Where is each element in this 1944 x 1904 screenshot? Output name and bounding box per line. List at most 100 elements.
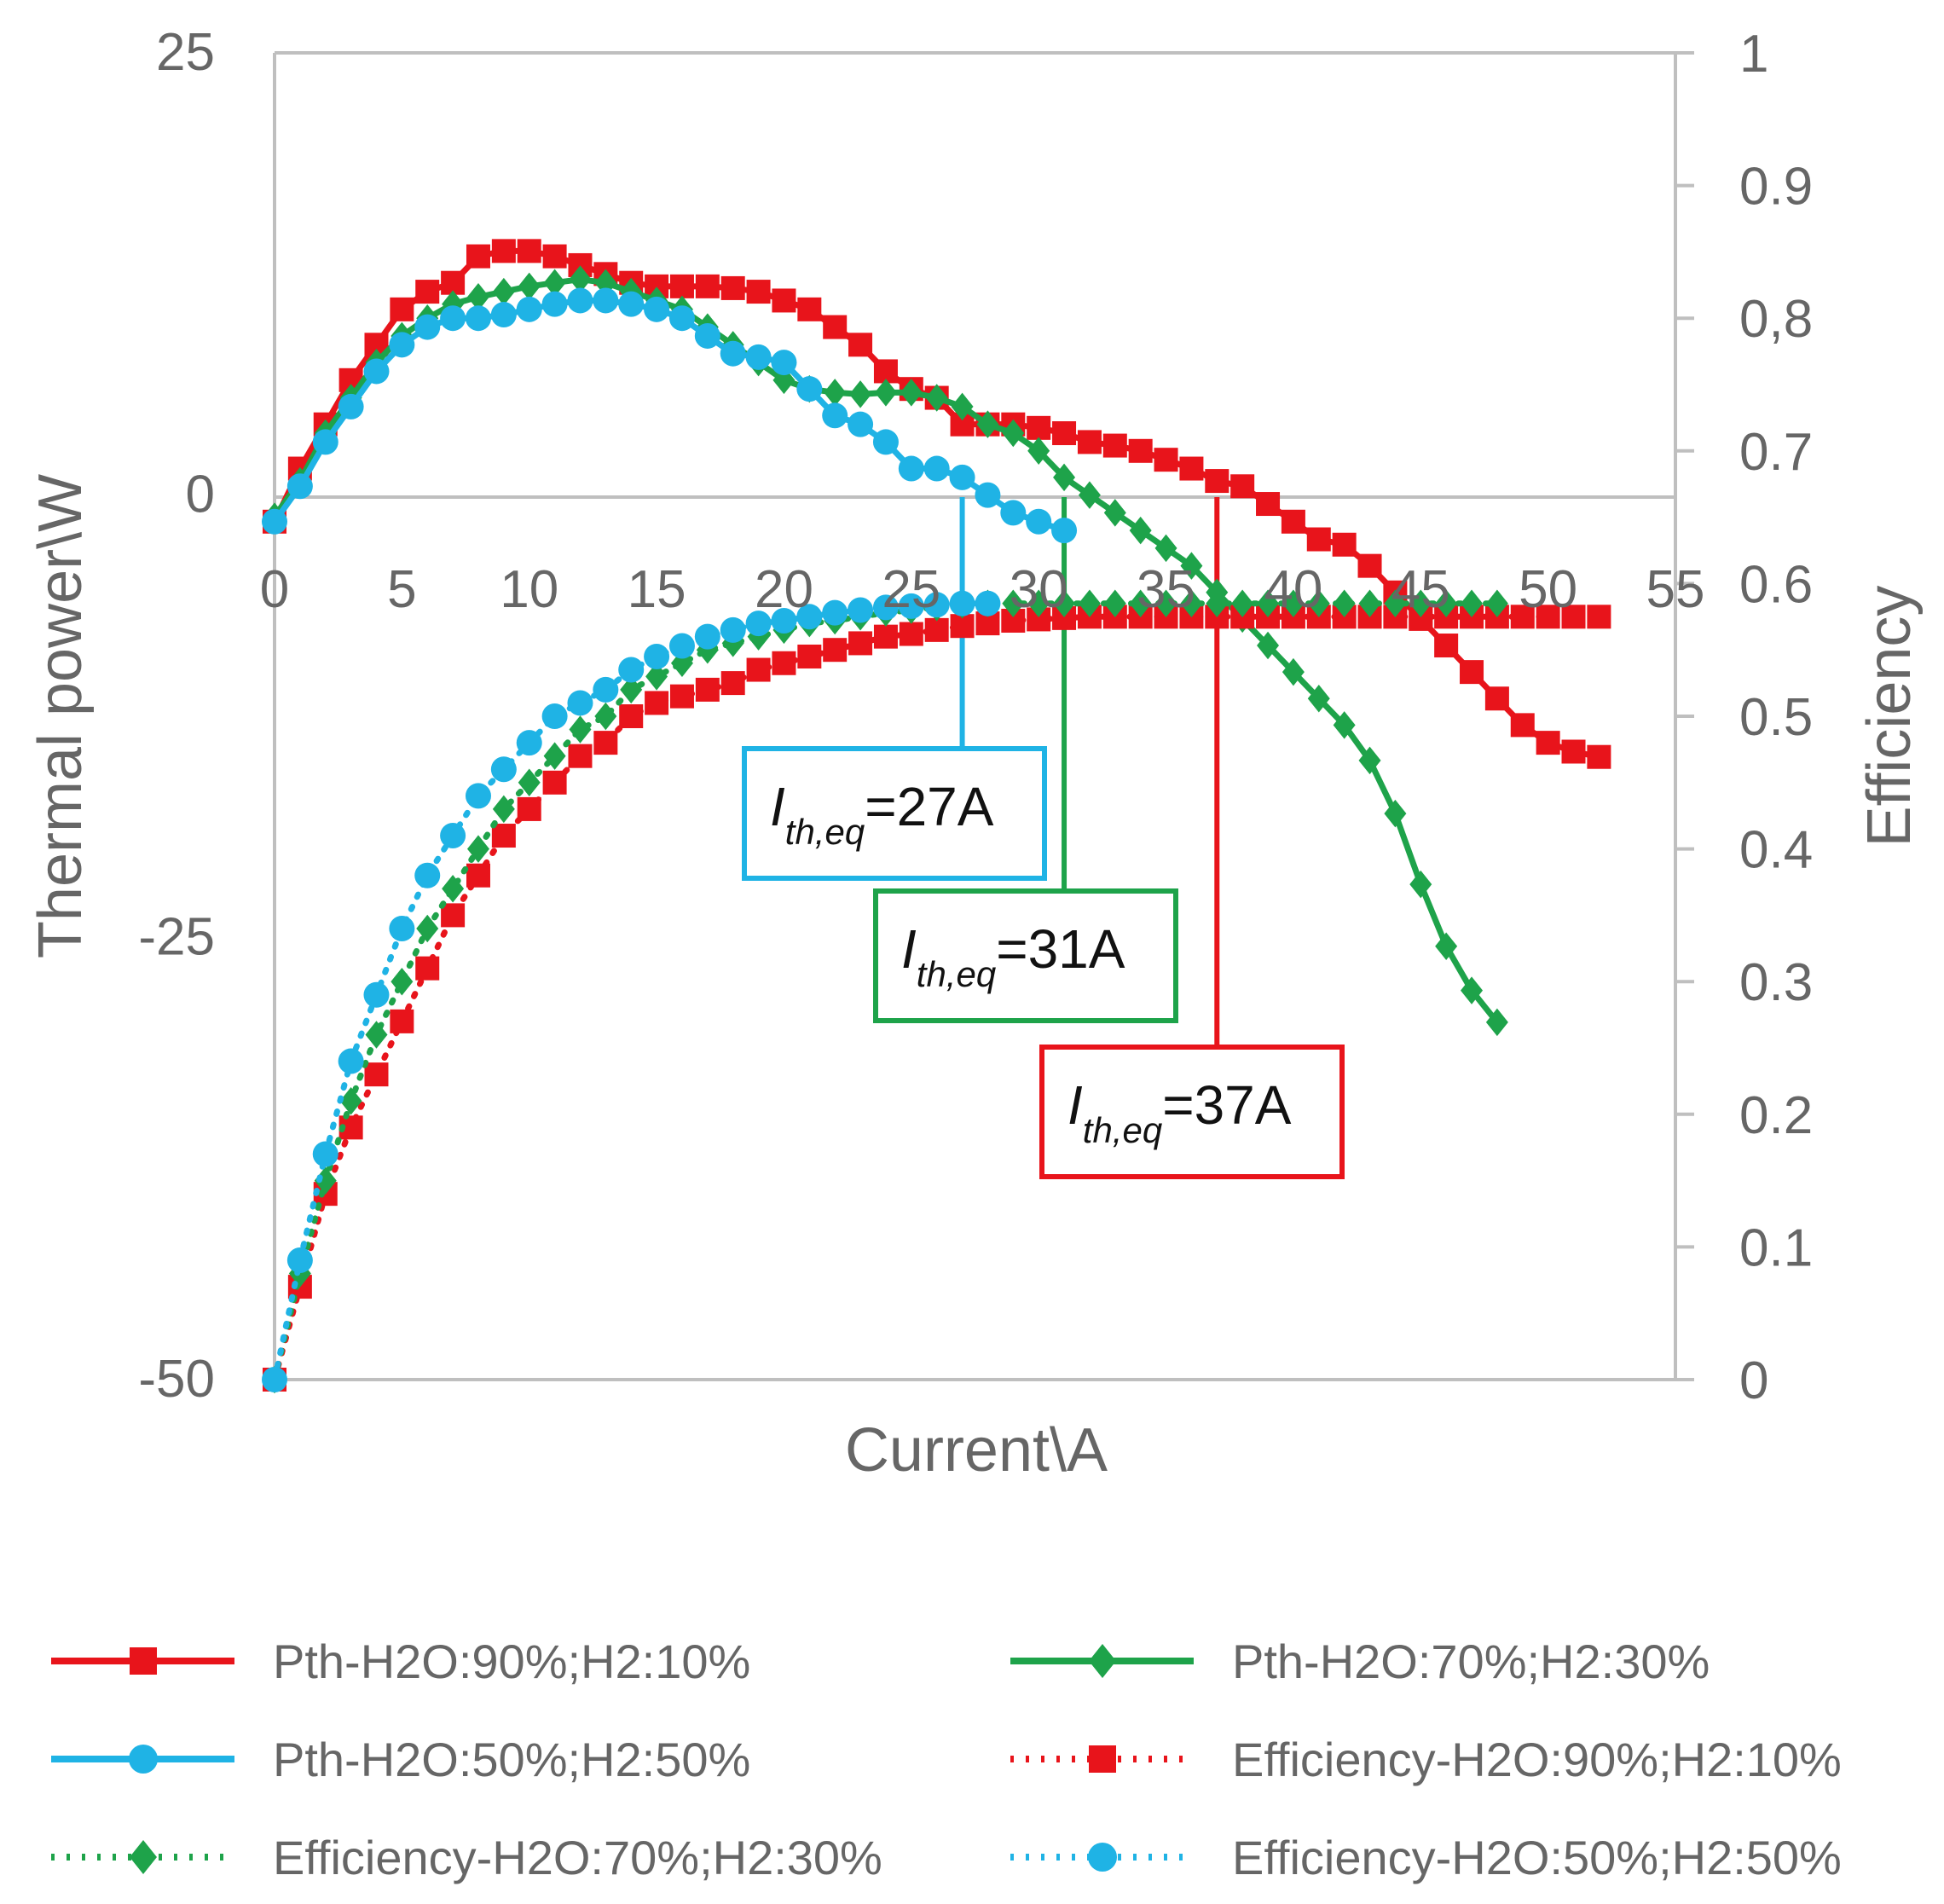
- data-point: [1053, 589, 1076, 617]
- data-point: [1000, 500, 1027, 526]
- data-point: [720, 340, 746, 367]
- data-point: [1435, 932, 1458, 960]
- x-tick-label: 45: [1391, 560, 1450, 619]
- data-point: [1561, 605, 1586, 629]
- data-point: [1129, 516, 1152, 545]
- data-point: [874, 379, 897, 407]
- legend-item: Efficiency-H2O:50%;H2:50%: [1010, 1831, 1842, 1884]
- data-point: [1103, 589, 1126, 617]
- data-point: [1206, 589, 1229, 617]
- data-point: [976, 410, 999, 438]
- data-point: [1282, 589, 1305, 617]
- data-point: [1154, 589, 1177, 617]
- data-point: [898, 593, 924, 619]
- data-point: [745, 344, 772, 370]
- data-point: [619, 704, 644, 728]
- x-tick-label: 55: [1646, 560, 1705, 619]
- data-point: [824, 379, 847, 407]
- data-point: [848, 333, 873, 357]
- series-6: [262, 590, 1001, 1392]
- data-point: [262, 1367, 287, 1392]
- data-point: [1357, 553, 1382, 578]
- data-point: [900, 379, 923, 407]
- data-point: [872, 594, 899, 621]
- x-tick-label: 50: [1519, 560, 1577, 619]
- x-tick-label: 10: [500, 560, 558, 619]
- data-point: [466, 244, 490, 269]
- data-point: [1103, 499, 1126, 527]
- data-point: [567, 287, 593, 314]
- data-point: [695, 274, 720, 298]
- plot-area-frame: [273, 51, 1677, 1381]
- data-point: [1180, 552, 1203, 580]
- right-axis-ticks: [1675, 51, 1694, 1381]
- data-point: [490, 756, 517, 783]
- x-tick-label: 0: [260, 560, 289, 619]
- legend-label: Efficiency-H2O:50%;H2:50%: [1232, 1831, 1842, 1884]
- data-point: [745, 611, 772, 637]
- data-point: [848, 411, 874, 437]
- annotation-value: =27A: [865, 776, 994, 837]
- data-point: [466, 283, 489, 311]
- legend-swatch-marker: [130, 1840, 157, 1874]
- data-point: [1027, 415, 1051, 440]
- legend-label: Pth-H2O:70%;H2:30%: [1232, 1635, 1710, 1688]
- annotation-label: Ith,eq=31A: [901, 918, 1125, 994]
- data-point: [286, 473, 313, 500]
- data-point: [1281, 509, 1305, 534]
- data-point: [618, 291, 645, 317]
- data-point: [1461, 976, 1484, 1004]
- right-y-tick-label: 0.5: [1739, 688, 1813, 747]
- data-point: [492, 795, 515, 824]
- data-point: [441, 903, 466, 928]
- data-point: [695, 677, 720, 702]
- data-point: [363, 358, 390, 385]
- data-point: [1358, 589, 1381, 617]
- data-point: [822, 402, 848, 429]
- data-point: [720, 275, 745, 300]
- data-point: [823, 315, 848, 339]
- data-point: [1536, 731, 1560, 755]
- data-point: [365, 1021, 388, 1049]
- legend-swatch-marker: [1088, 1843, 1117, 1872]
- annotation-value: =37A: [1162, 1074, 1292, 1136]
- right-y-tick-label: 0,8: [1739, 290, 1813, 349]
- data-point: [923, 455, 950, 482]
- data-point: [1002, 589, 1025, 617]
- data-point: [975, 590, 1001, 616]
- data-point: [1435, 589, 1458, 617]
- right-y-tick-label: 0.3: [1739, 953, 1813, 1012]
- data-point: [1587, 605, 1611, 629]
- x-tick-label: 5: [387, 560, 416, 619]
- data-point: [898, 455, 924, 482]
- data-point: [925, 384, 948, 412]
- data-point: [465, 783, 491, 809]
- data-point: [1002, 419, 1025, 448]
- data-point: [694, 623, 720, 650]
- data-point: [720, 671, 745, 696]
- x-tick-label: 15: [628, 560, 686, 619]
- data-point: [1332, 532, 1357, 557]
- legend-swatch-marker: [130, 1647, 157, 1675]
- data-point: [1282, 657, 1305, 686]
- data-point: [390, 1009, 414, 1033]
- data-point: [949, 464, 975, 490]
- data-point: [414, 862, 441, 888]
- data-point: [466, 835, 489, 863]
- annotation-subscript: th,eq: [1083, 1110, 1163, 1150]
- data-point: [1485, 589, 1508, 617]
- data-point: [1078, 589, 1101, 617]
- data-point: [645, 691, 669, 715]
- data-point: [1128, 438, 1153, 463]
- right-y-tick-label: 0.1: [1739, 1218, 1813, 1277]
- data-point: [1078, 481, 1101, 509]
- data-point: [543, 742, 566, 770]
- annotation-subscript: th,eq: [785, 812, 865, 852]
- data-point: [491, 824, 516, 848]
- data-point: [1053, 463, 1076, 492]
- left-y-tick-label: 0: [186, 466, 215, 524]
- data-point: [1587, 744, 1611, 769]
- data-point: [848, 597, 874, 623]
